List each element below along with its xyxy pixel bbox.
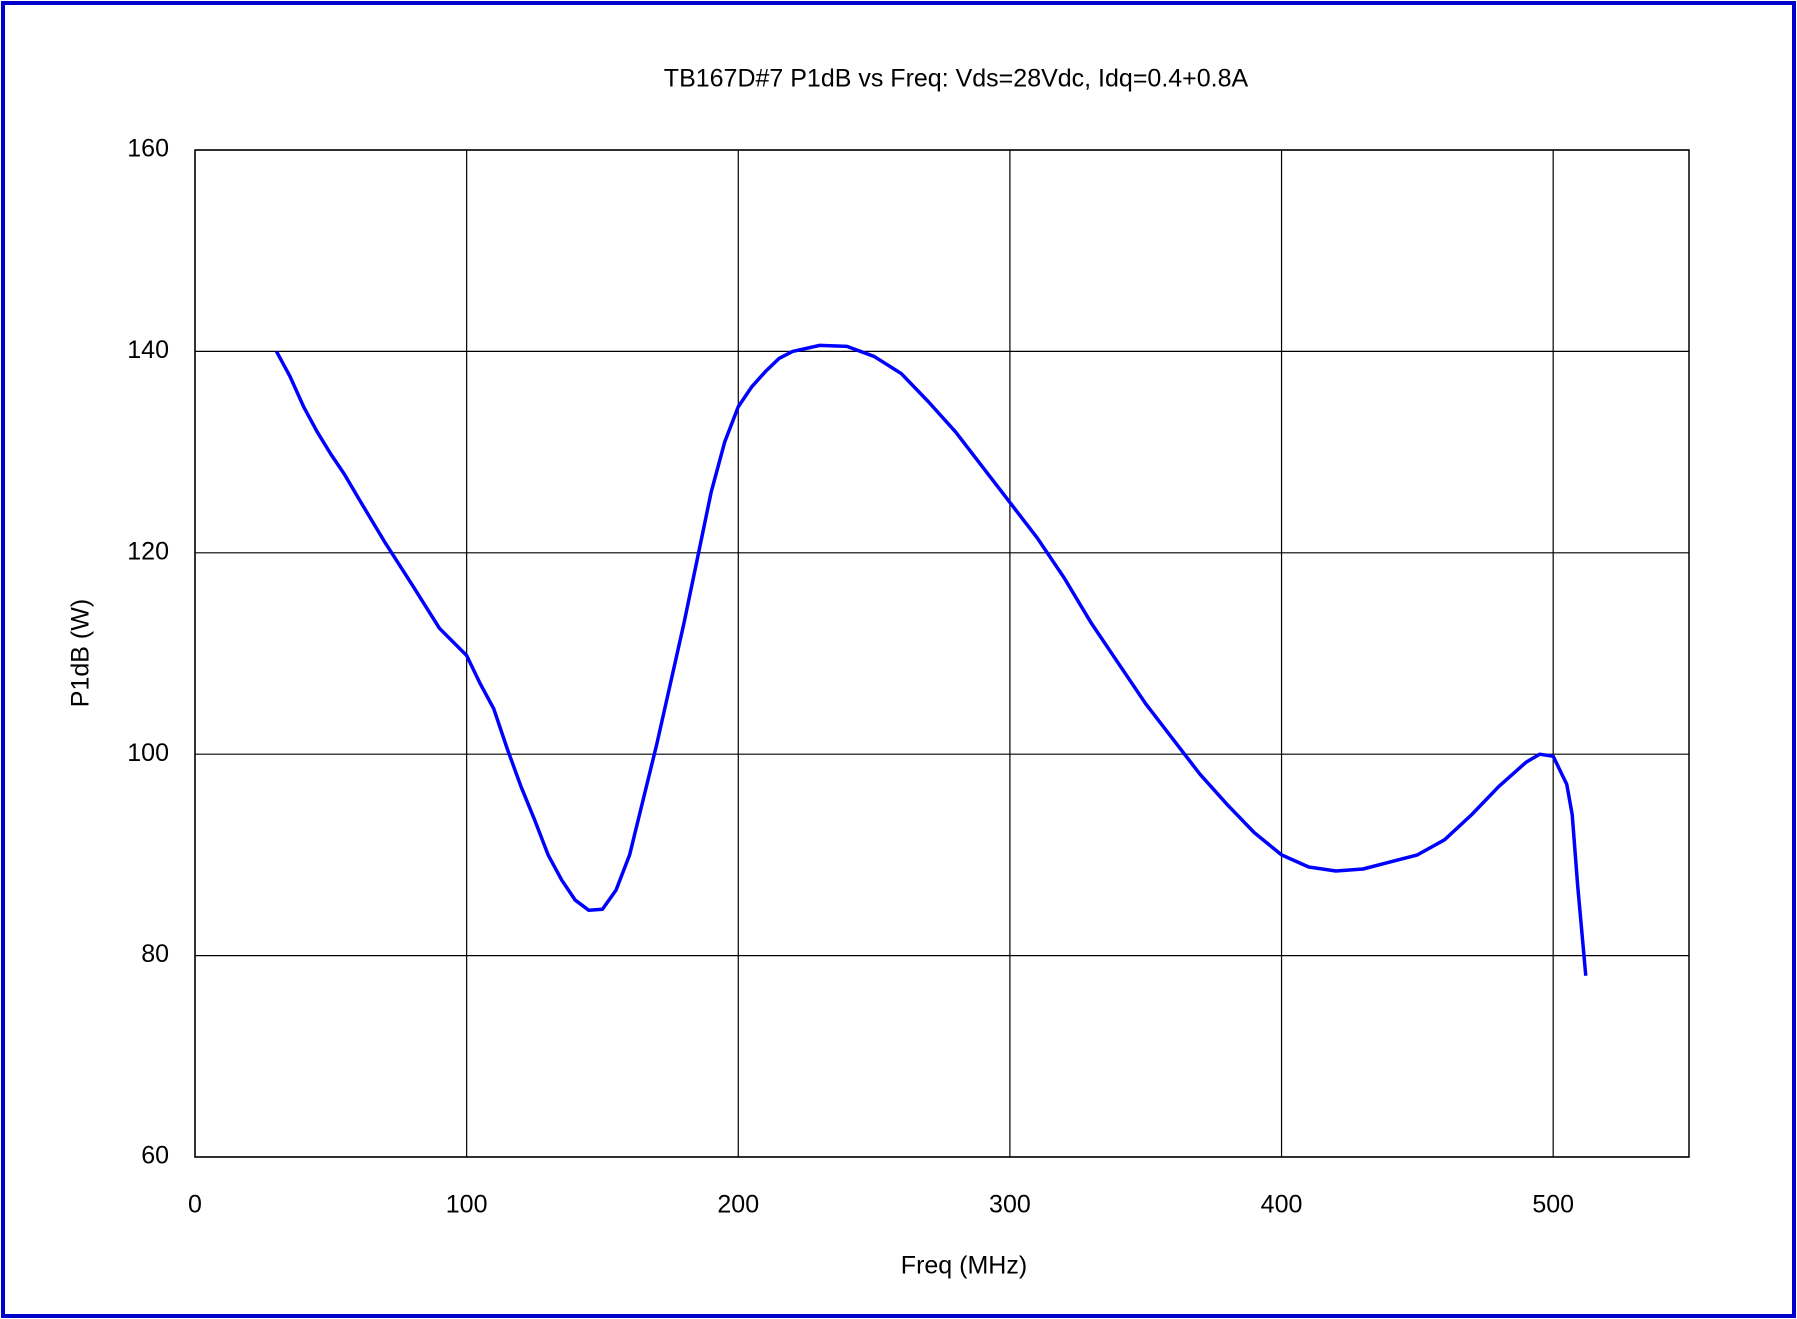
x-tick-label: 0 bbox=[188, 1191, 202, 1219]
x-tick-label: 300 bbox=[989, 1191, 1031, 1219]
chart-title: TB167D#7 P1dB vs Freq: Vds=28Vdc, Idq=0.… bbox=[664, 65, 1249, 93]
y-tick-label: 120 bbox=[127, 537, 169, 565]
x-tick-label: 400 bbox=[1261, 1191, 1303, 1219]
x-tick-label: 200 bbox=[717, 1191, 759, 1219]
y-tick-label: 80 bbox=[141, 940, 169, 968]
y-tick-label: 140 bbox=[127, 336, 169, 364]
data-line bbox=[274, 343, 1588, 976]
y-tick-label: 100 bbox=[127, 739, 169, 767]
y-axis-label: P1dB (W) bbox=[67, 599, 95, 707]
x-tick-label: 100 bbox=[446, 1191, 488, 1219]
plot-area bbox=[194, 149, 1690, 1158]
y-tick-label: 60 bbox=[141, 1142, 169, 1170]
x-axis-label: Freq (MHz) bbox=[901, 1252, 1027, 1280]
x-tick-label: 500 bbox=[1532, 1191, 1574, 1219]
y-tick-label: 160 bbox=[127, 135, 169, 163]
